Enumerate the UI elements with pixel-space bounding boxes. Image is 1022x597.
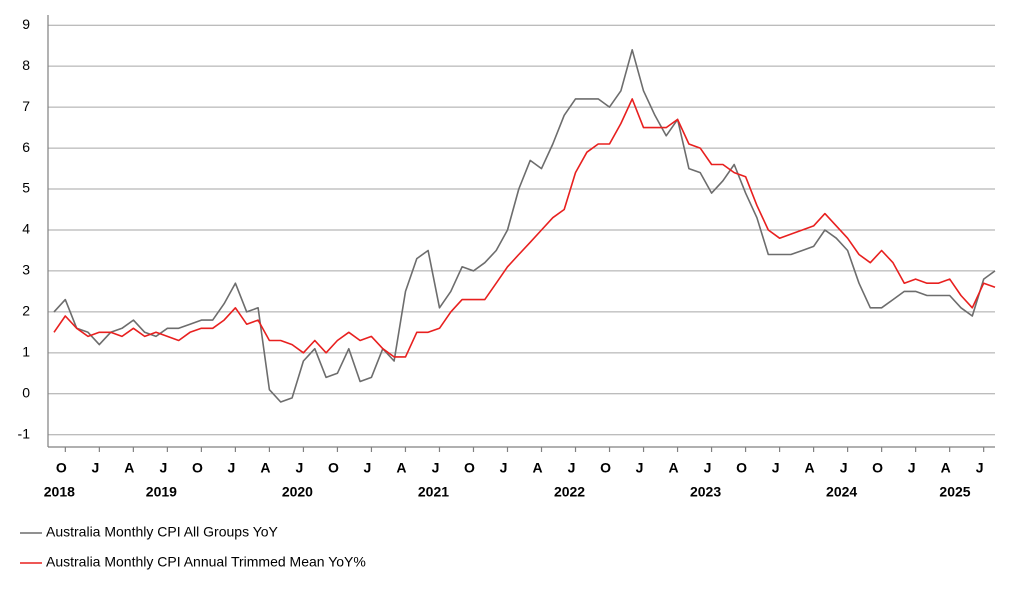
x-tick-label: J bbox=[636, 460, 644, 476]
y-tick-label: 3 bbox=[22, 262, 30, 278]
x-tick-label: A bbox=[668, 460, 678, 476]
y-tick-label: 1 bbox=[22, 344, 30, 360]
year-label: 2024 bbox=[826, 484, 857, 500]
x-tick-label: J bbox=[500, 460, 508, 476]
x-tick-label: A bbox=[396, 460, 406, 476]
series-line bbox=[53, 98, 996, 358]
x-tick-label: A bbox=[124, 460, 134, 476]
x-tick-label: O bbox=[328, 460, 339, 476]
legend-label: Australia Monthly CPI All Groups YoY bbox=[46, 524, 279, 540]
x-tick-label: J bbox=[159, 460, 167, 476]
y-tick-label: 0 bbox=[22, 384, 30, 400]
x-tick-label: O bbox=[736, 460, 747, 476]
x-tick-label: O bbox=[872, 460, 883, 476]
year-label: 2020 bbox=[282, 484, 313, 500]
x-tick-label: J bbox=[364, 460, 372, 476]
y-tick-label: 9 bbox=[22, 16, 30, 32]
x-tick-label: J bbox=[840, 460, 848, 476]
legend-label: Australia Monthly CPI Annual Trimmed Mea… bbox=[46, 554, 366, 570]
y-tick-label: -1 bbox=[18, 425, 31, 441]
y-tick-label: 4 bbox=[22, 221, 30, 237]
year-label: 2023 bbox=[690, 484, 721, 500]
year-label: 2021 bbox=[418, 484, 449, 500]
year-label: 2019 bbox=[146, 484, 177, 500]
x-tick-label: O bbox=[600, 460, 611, 476]
x-tick-label: O bbox=[56, 460, 67, 476]
series-line bbox=[53, 49, 996, 403]
x-tick-label: J bbox=[432, 460, 440, 476]
y-tick-label: 5 bbox=[22, 180, 30, 196]
x-tick-label: J bbox=[227, 460, 235, 476]
x-tick-label: A bbox=[532, 460, 542, 476]
y-tick-label: 7 bbox=[22, 98, 30, 114]
y-tick-label: 6 bbox=[22, 139, 30, 155]
x-tick-label: A bbox=[805, 460, 815, 476]
year-label: 2018 bbox=[44, 484, 75, 500]
x-tick-label: J bbox=[772, 460, 780, 476]
x-tick-label: J bbox=[976, 460, 984, 476]
x-tick-label: J bbox=[91, 460, 99, 476]
x-tick-label: O bbox=[192, 460, 203, 476]
x-tick-label: J bbox=[908, 460, 916, 476]
x-tick-label: J bbox=[296, 460, 304, 476]
x-tick-label: O bbox=[464, 460, 475, 476]
x-tick-label: A bbox=[260, 460, 270, 476]
year-label: 2022 bbox=[554, 484, 585, 500]
year-label: 2025 bbox=[939, 484, 970, 500]
x-tick-label: A bbox=[941, 460, 951, 476]
y-tick-label: 2 bbox=[22, 303, 30, 319]
y-tick-label: 8 bbox=[22, 57, 30, 73]
x-tick-label: J bbox=[568, 460, 576, 476]
x-tick-label: J bbox=[704, 460, 712, 476]
